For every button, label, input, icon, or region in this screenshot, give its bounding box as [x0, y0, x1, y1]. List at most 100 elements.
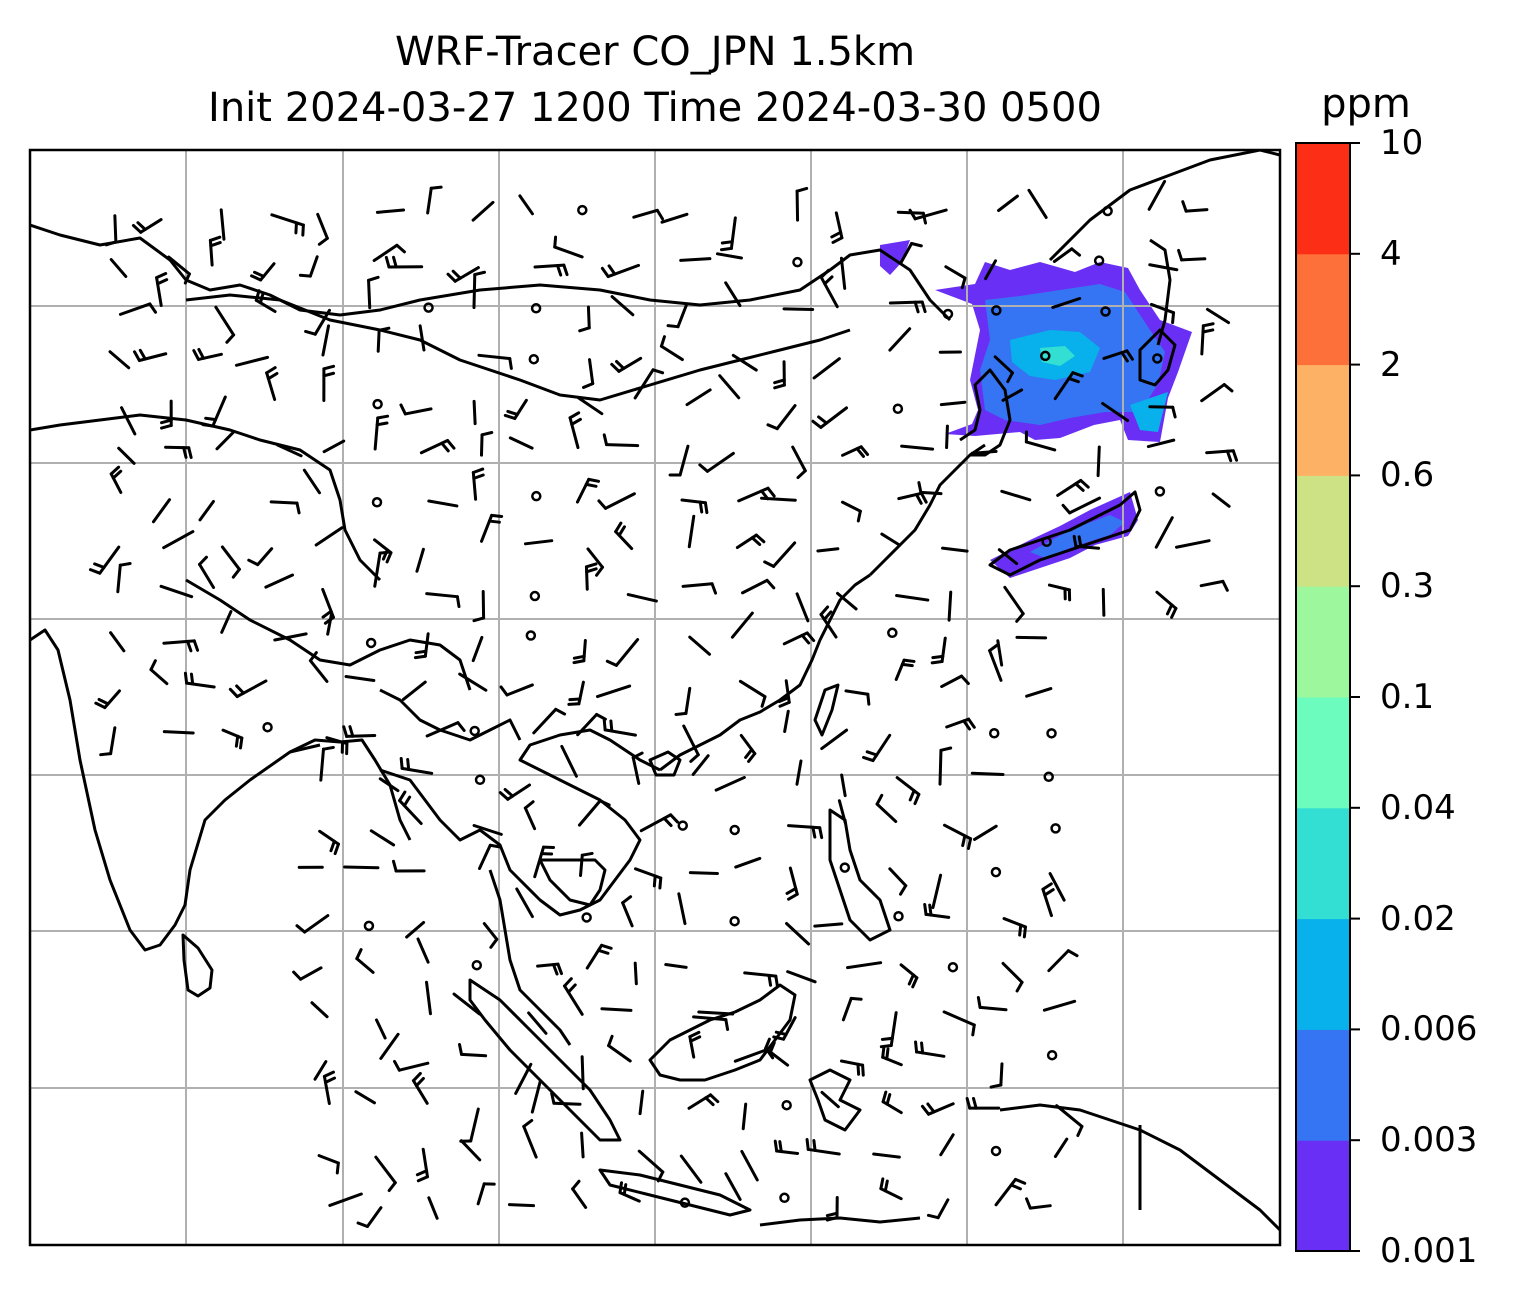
wind-barb-shaft — [1200, 383, 1226, 403]
wind-barb-shaft — [731, 353, 758, 372]
calm-wind-marker — [729, 824, 740, 836]
wind-barb-shaft — [941, 546, 969, 553]
wind-barb-feather — [805, 1137, 810, 1151]
wind-barb-feather — [920, 1041, 925, 1055]
wind-barb-shaft — [844, 689, 870, 696]
wind-barb-shaft — [398, 799, 423, 826]
wind-barb-feather — [830, 230, 843, 239]
wind-barb — [895, 593, 930, 602]
wind-barb-feather — [155, 272, 168, 280]
wind-barb — [419, 439, 456, 455]
wind-barb — [840, 500, 862, 523]
wind-barb — [1199, 579, 1229, 592]
wind-barb-feather — [1222, 383, 1234, 393]
wind-barb — [94, 689, 121, 710]
wind-barb-feather — [317, 236, 329, 246]
wind-barb-feather — [258, 291, 265, 305]
wind-barb-shaft — [116, 563, 122, 594]
wind-barb-shaft — [373, 551, 382, 588]
wind-barb — [1205, 307, 1231, 325]
wind-barb-feather — [399, 403, 407, 416]
wind-barb — [989, 1062, 1004, 1089]
wind-barb — [109, 258, 128, 278]
wind-barb — [899, 241, 923, 265]
calm-wind-marker — [988, 728, 1000, 739]
wind-barb — [618, 1181, 641, 1203]
wind-barb-shaft — [705, 451, 735, 473]
wind-barb-feather — [913, 792, 921, 806]
wind-barb-feather — [760, 695, 767, 708]
wind-barb-shaft — [527, 1011, 548, 1035]
wind-barb — [685, 388, 712, 407]
wind-barb — [610, 295, 635, 317]
wind-barb-feather — [250, 274, 263, 282]
wind-barb-shaft — [691, 754, 710, 776]
wind-barb-feather — [301, 223, 305, 237]
calm-wind-marker — [530, 303, 542, 314]
wind-barb — [318, 829, 340, 856]
wind-barb-feather — [356, 1221, 369, 1229]
wind-barb — [372, 243, 406, 263]
wind-barb — [220, 545, 241, 579]
wind-barb — [234, 355, 270, 367]
wind-barb-shaft — [684, 686, 692, 715]
wind-barb — [846, 961, 883, 970]
wind-barb-feather — [472, 616, 486, 623]
wind-barb — [875, 793, 898, 823]
wind-barb — [1096, 445, 1101, 478]
wind-barb-feather — [247, 558, 260, 567]
wind-barb-shaft — [984, 259, 998, 281]
wind-barb-feather — [568, 697, 582, 702]
wind-barb-shaft — [523, 806, 537, 831]
wind-barb — [740, 1149, 759, 1182]
wind-barb — [997, 548, 1019, 566]
wind-barb-feather — [584, 482, 598, 488]
wind-barb-shaft — [714, 775, 746, 792]
wind-barb-shaft — [580, 1131, 585, 1159]
wind-barb-feather — [865, 750, 879, 757]
wind-barb — [108, 350, 131, 370]
wind-barb-feather — [666, 324, 680, 329]
calm-wind-marker — [991, 305, 1002, 316]
wind-barb-feather — [805, 631, 816, 643]
wind-barb-feather — [960, 674, 970, 685]
wind-barb — [503, 398, 528, 420]
wind-barb-feather — [578, 326, 591, 333]
wind-barb-feather — [228, 687, 239, 699]
wind-barb-shaft — [580, 1055, 585, 1091]
wind-barb-shaft — [425, 592, 459, 599]
wind-barb-feather — [766, 423, 779, 431]
colorbar-tick-label: 0.3 — [1380, 566, 1435, 607]
wind-barb — [894, 658, 916, 681]
wind-barb-feather — [568, 411, 581, 420]
wind-barb — [840, 773, 847, 798]
wind-barb — [1003, 585, 1025, 623]
wind-barb-shaft — [560, 744, 578, 778]
wind-barb-shaft — [159, 584, 194, 599]
wind-barb-feather — [765, 578, 776, 590]
wind-barb-shaft — [586, 547, 605, 569]
wind-barb — [1101, 587, 1106, 617]
wind-barb — [639, 813, 680, 833]
colorbar — [1296, 143, 1350, 1252]
island-hainan — [648, 750, 682, 777]
calm-wind-marker — [262, 721, 273, 733]
wind-barb — [825, 1195, 839, 1222]
calm-wind-marker — [469, 725, 480, 737]
wind-barb — [310, 1001, 329, 1019]
wind-barb — [376, 326, 391, 353]
wind-barb — [659, 335, 684, 362]
wind-barb — [344, 674, 376, 682]
wind-barb — [104, 214, 118, 247]
wind-barb — [942, 1010, 976, 1037]
wind-barb — [741, 1102, 748, 1131]
wind-barb-feather — [225, 333, 236, 344]
colorbar-unit-label: ppm — [1321, 81, 1411, 127]
wind-barb-feather — [329, 839, 336, 853]
wind-barb-feather — [488, 843, 502, 849]
wind-barb-feather — [819, 268, 830, 279]
wind-barb — [1061, 496, 1102, 515]
wind-barb-shaft — [603, 728, 637, 737]
wind-barb-feather — [333, 842, 340, 856]
wind-barb-feather — [506, 409, 519, 416]
